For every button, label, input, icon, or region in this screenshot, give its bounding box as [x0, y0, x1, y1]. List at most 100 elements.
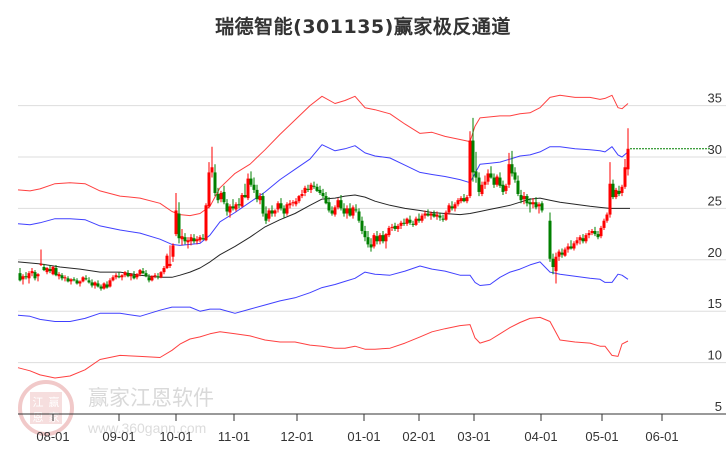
- x-tick-label: 10-01: [159, 429, 192, 444]
- candle: [602, 218, 606, 230]
- candle: [123, 271, 127, 278]
- candle: [60, 273, 64, 281]
- candle: [63, 275, 67, 282]
- candle: [228, 204, 232, 218]
- candle: [78, 280, 82, 287]
- candle: [498, 172, 502, 188]
- candle: [584, 233, 588, 244]
- candle: [626, 128, 630, 176]
- candle: [378, 233, 382, 245]
- candle: [240, 192, 244, 208]
- candle: [201, 234, 205, 241]
- candle: [261, 192, 265, 217]
- candle: [165, 253, 169, 270]
- upper-inner-band: [17, 144, 629, 246]
- candle: [321, 188, 325, 199]
- candle: [327, 197, 331, 213]
- candle: [551, 253, 555, 275]
- candle: [309, 182, 313, 193]
- candle: [135, 273, 139, 280]
- candle: [21, 274, 25, 285]
- candle: [243, 183, 247, 199]
- candle: [333, 205, 337, 217]
- candle: [593, 226, 597, 237]
- candle: [198, 235, 202, 243]
- candle: [147, 274, 151, 283]
- candle: [108, 278, 112, 288]
- candle: [84, 275, 88, 281]
- candle: [96, 280, 100, 288]
- candle: [623, 159, 627, 189]
- candle: [435, 211, 439, 220]
- candle: [300, 189, 304, 199]
- candle: [495, 174, 499, 187]
- candle: [522, 191, 526, 205]
- candle: [375, 231, 379, 245]
- candle: [345, 205, 349, 219]
- candle: [303, 185, 307, 197]
- candle: [69, 278, 73, 285]
- candle: [459, 196, 463, 204]
- candle: [516, 175, 520, 197]
- svg-text:恩: 恩: [33, 411, 44, 424]
- candle: [111, 275, 115, 282]
- candle: [126, 270, 130, 278]
- y-tick-label: 5: [715, 399, 722, 414]
- candle: [534, 197, 538, 210]
- candle: [174, 192, 178, 237]
- candle: [572, 241, 576, 251]
- candle: [273, 209, 277, 217]
- candle: [318, 185, 322, 196]
- x-tick-label: 11-01: [218, 429, 250, 444]
- candle: [456, 198, 460, 207]
- candle: [354, 204, 358, 213]
- candle: [351, 205, 355, 219]
- candle: [504, 183, 508, 195]
- x-tick-label: 12-01: [280, 429, 313, 444]
- candle: [608, 162, 612, 218]
- candle: [387, 225, 391, 238]
- candle: [258, 192, 262, 205]
- candle: [465, 195, 469, 204]
- candle: [384, 233, 388, 249]
- lower-outer-band: [17, 316, 629, 379]
- candle: [210, 146, 214, 178]
- candle: [276, 201, 280, 213]
- candle: [153, 273, 157, 279]
- candle: [483, 175, 487, 189]
- candle: [90, 279, 94, 288]
- candle: [129, 273, 133, 281]
- candle: [294, 198, 298, 207]
- candle: [234, 202, 238, 212]
- candle: [471, 117, 475, 182]
- candle: [219, 190, 223, 203]
- candle: [390, 223, 394, 232]
- candle: [114, 273, 118, 280]
- candle: [468, 131, 472, 199]
- candle: [183, 233, 187, 245]
- candle: [159, 271, 163, 279]
- candle: [120, 274, 124, 281]
- candle: [560, 248, 564, 258]
- candle: [408, 215, 412, 225]
- candle: [279, 198, 283, 211]
- candle: [611, 179, 615, 200]
- candle: [540, 201, 544, 213]
- x-tick-label: 08-01: [36, 429, 69, 444]
- candle: [342, 203, 346, 217]
- candle: [237, 198, 241, 209]
- candle: [563, 247, 567, 257]
- candle: [599, 225, 603, 239]
- candle: [417, 213, 421, 223]
- candle: [447, 203, 451, 215]
- watermark-seal-icon: 江 赢 恩 家: [18, 380, 74, 436]
- y-tick-label: 15: [708, 296, 722, 311]
- candle: [537, 202, 541, 214]
- candle: [399, 220, 403, 229]
- svg-text:赢: 赢: [49, 395, 60, 409]
- x-tick-label: 09-01: [102, 429, 135, 444]
- candle: [189, 234, 193, 246]
- candle: [168, 245, 172, 269]
- candle: [569, 240, 573, 250]
- x-tick-label: 01-01: [347, 429, 380, 444]
